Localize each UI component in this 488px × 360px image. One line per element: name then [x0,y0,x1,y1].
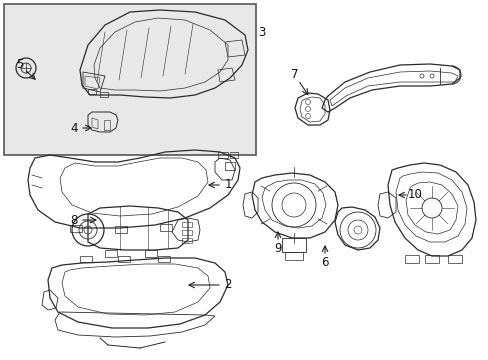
Bar [80,256,92,262]
Text: 5: 5 [16,58,23,72]
Bar [229,152,238,158]
Text: 3: 3 [258,26,265,39]
Text: 6: 6 [321,256,328,269]
Bar [88,89,96,94]
Bar [218,152,227,158]
Bar [118,256,130,262]
Bar [182,222,192,227]
Bar [182,230,192,235]
Bar [224,162,235,170]
Text: 7: 7 [291,68,298,81]
Text: 8: 8 [70,213,78,226]
Bar [4,4,256,155]
Bar [115,226,127,233]
Text: 2: 2 [224,279,231,292]
Text: 9: 9 [274,242,281,255]
Bar [404,255,418,263]
Bar [285,252,303,260]
Bar [145,250,157,257]
Text: 1: 1 [224,179,231,192]
Bar [160,224,172,231]
Bar [282,238,305,252]
Bar [424,255,438,263]
Text: 10: 10 [407,189,422,202]
Bar [105,250,117,257]
Text: 4: 4 [70,122,78,135]
Bar [100,92,108,97]
Bar [447,255,461,263]
Bar [70,225,82,232]
Bar [182,238,192,243]
Bar [158,256,170,262]
